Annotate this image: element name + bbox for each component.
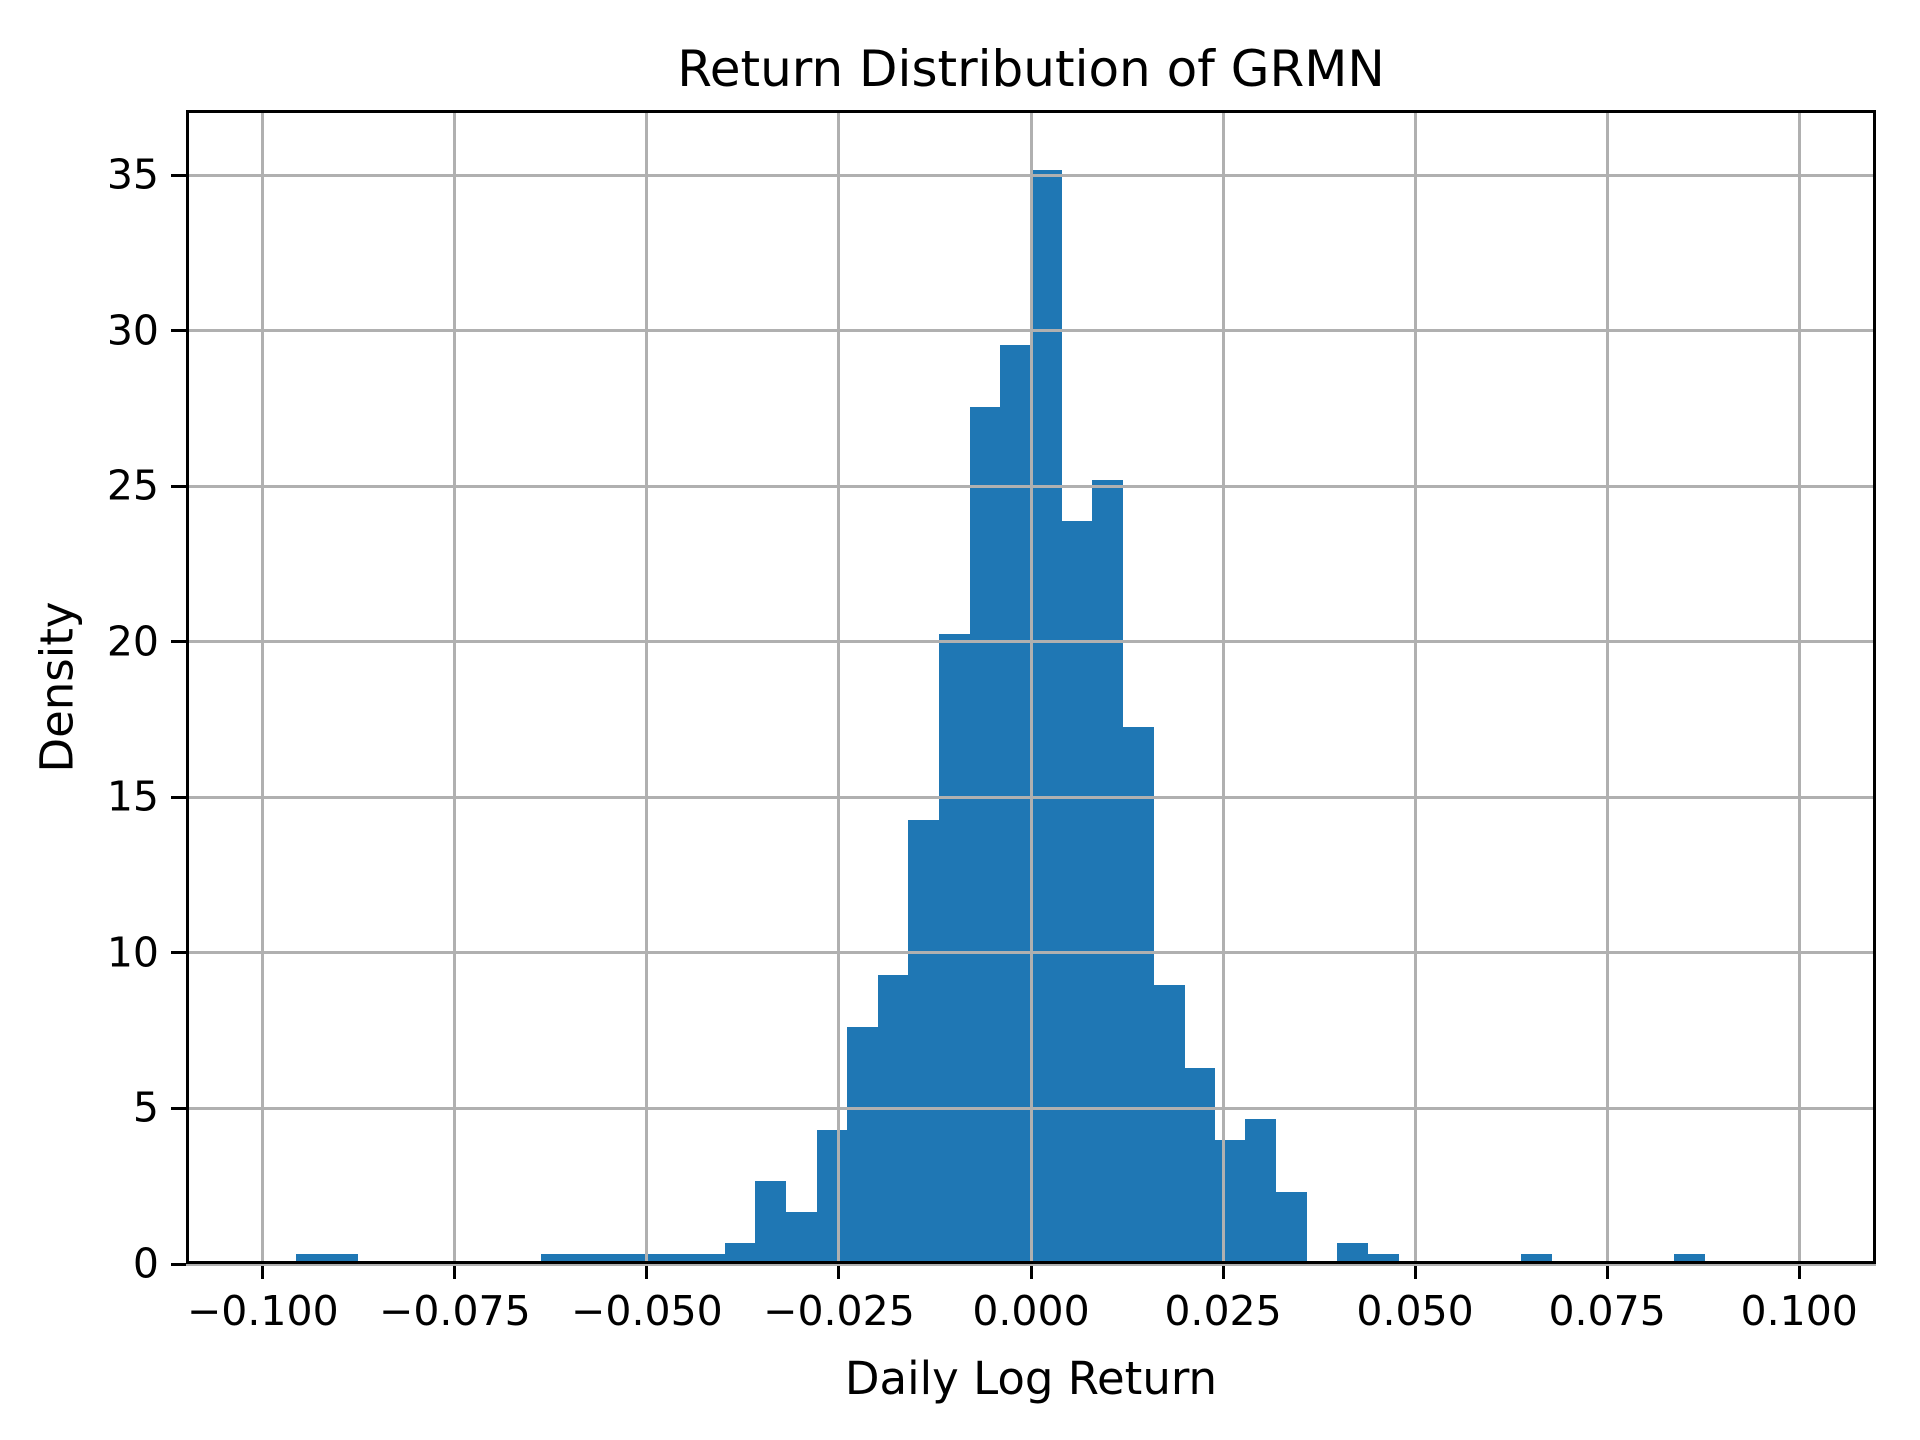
histogram-bar xyxy=(1000,345,1032,1264)
y-tick-mark xyxy=(171,640,186,644)
y-tick-label: 20 xyxy=(106,617,159,666)
y-tick-mark xyxy=(171,484,186,488)
histogram-bar xyxy=(1092,479,1124,1264)
x-tick-mark xyxy=(645,1264,649,1279)
y-tick-mark xyxy=(171,1262,186,1266)
histogram-bar xyxy=(571,1253,603,1264)
x-tick-mark xyxy=(453,1264,457,1279)
x-tick-label: 0.000 xyxy=(972,1287,1090,1335)
histogram-bar xyxy=(1337,1243,1369,1264)
y-gridline xyxy=(186,484,1876,488)
histogram-bar xyxy=(1520,1253,1553,1264)
histogram-bar xyxy=(1030,170,1063,1264)
histogram-bar xyxy=(1184,1068,1216,1264)
x-gridline xyxy=(453,110,457,1264)
y-tick-mark xyxy=(171,329,186,333)
histogram-bar xyxy=(724,1243,756,1264)
histogram-bar xyxy=(1367,1253,1399,1264)
y-tick-label: 30 xyxy=(106,306,159,355)
x-tick-label: −0.025 xyxy=(763,1287,915,1335)
x-gridline xyxy=(261,110,265,1264)
plot-area: −0.100 −0.075 −0.050 −0.025 0.000 0.025 0.050 0… xyxy=(107,110,1876,1332)
histogram-bar xyxy=(602,1253,634,1264)
histogram-bar xyxy=(969,407,1001,1264)
histogram-bar xyxy=(755,1181,787,1264)
histogram-bar xyxy=(1245,1119,1277,1264)
x-tick-mark xyxy=(1413,1264,1417,1279)
x-gridline xyxy=(1797,110,1801,1264)
histogram-bar xyxy=(847,1026,879,1264)
y-axis-label: Density xyxy=(30,601,84,773)
x-tick-label: 0.050 xyxy=(1356,1287,1474,1335)
x-gridline xyxy=(1221,110,1225,1264)
y-tick-mark xyxy=(171,951,186,955)
y-tick-label: 10 xyxy=(106,928,159,977)
y-tick-label: 35 xyxy=(106,150,159,199)
y-tick-mark xyxy=(171,795,186,799)
y-gridline xyxy=(186,795,1876,799)
histogram-bar xyxy=(1214,1140,1246,1264)
histogram-bar xyxy=(877,975,909,1264)
histogram-bar xyxy=(1153,985,1185,1264)
x-gridline xyxy=(1029,110,1033,1264)
histogram-bar xyxy=(816,1129,848,1264)
histogram-bar xyxy=(694,1253,726,1264)
y-gridline xyxy=(186,640,1876,644)
histogram-bar xyxy=(1061,520,1093,1264)
y-tick-label: 0 xyxy=(132,1239,159,1288)
x-tick-mark xyxy=(1221,1264,1225,1279)
x-tick-label: −0.050 xyxy=(571,1287,723,1335)
histogram-bar xyxy=(540,1253,572,1264)
y-tick-mark xyxy=(171,173,186,177)
x-tick-label: 0.100 xyxy=(1740,1287,1858,1335)
x-tick-mark xyxy=(1797,1264,1801,1279)
chart-title: Return Distribution of GRMN xyxy=(677,40,1385,98)
y-tick-mark xyxy=(171,1106,186,1110)
histogram-bar xyxy=(785,1212,817,1264)
histogram-bar xyxy=(1122,727,1154,1264)
histogram-bar xyxy=(663,1253,695,1264)
x-tick-label: −0.075 xyxy=(378,1287,531,1335)
x-gridline xyxy=(1413,110,1417,1264)
x-tick-label: 0.075 xyxy=(1548,1287,1666,1335)
x-tick-mark xyxy=(261,1264,265,1279)
x-tick-mark xyxy=(1605,1264,1609,1279)
y-gridline xyxy=(186,329,1876,333)
x-axis-label: Daily Log Return xyxy=(844,1352,1218,1405)
histogram-bar xyxy=(908,820,940,1264)
x-tick-mark xyxy=(1029,1264,1033,1279)
y-gridline xyxy=(186,951,1876,955)
y-tick-label: 5 xyxy=(132,1083,159,1132)
y-tick-label: 25 xyxy=(106,461,159,510)
histogram-bar xyxy=(1275,1191,1308,1264)
histogram-bar xyxy=(1674,1253,1706,1264)
y-tick-label: 15 xyxy=(106,772,159,821)
x-tick-mark xyxy=(837,1264,841,1279)
x-gridline xyxy=(1605,110,1609,1264)
y-gridline xyxy=(186,173,1876,177)
x-tick-label: −0.100 xyxy=(186,1287,339,1335)
x-gridline xyxy=(645,110,649,1264)
histogram-bar xyxy=(939,634,971,1264)
y-gridline xyxy=(186,1106,1876,1110)
y-gridline xyxy=(186,1262,1876,1266)
histogram-bar xyxy=(326,1253,358,1264)
x-gridline xyxy=(837,110,841,1264)
x-tick-label: 0.025 xyxy=(1164,1287,1282,1335)
histogram-bar xyxy=(295,1253,327,1264)
